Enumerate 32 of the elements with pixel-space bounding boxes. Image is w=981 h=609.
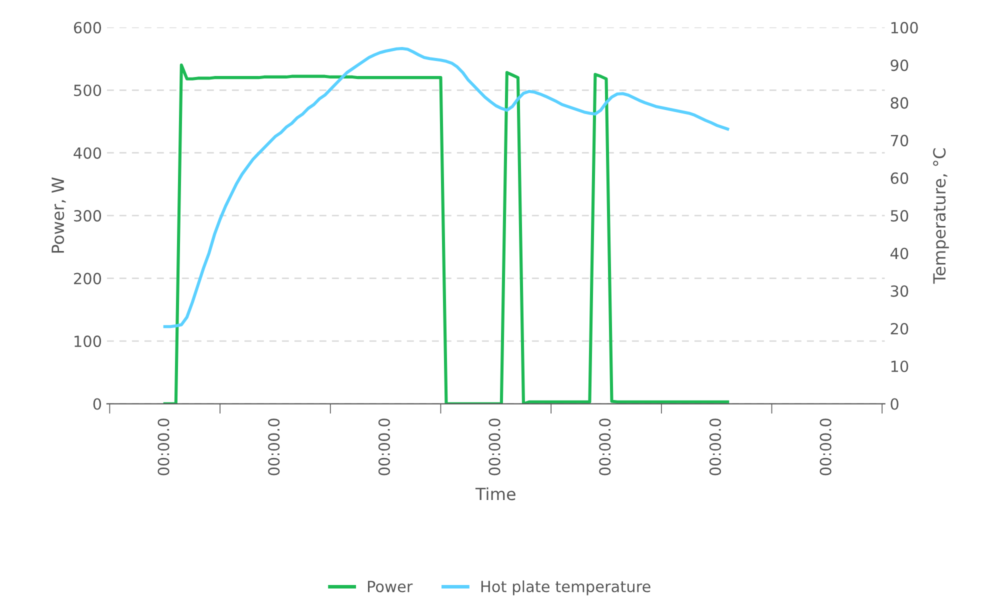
x-axis-title: Time <box>475 487 516 500</box>
y-tick-label: 400 <box>74 147 102 159</box>
y2-tick-label: 10 <box>891 360 908 372</box>
y2-axis-title: Temperature, °C <box>933 148 949 284</box>
x-tick-label: 00:00.0 <box>158 418 170 476</box>
legend-label: Hot plate temperature <box>481 580 650 596</box>
x-tick-label: 00:00.0 <box>488 418 500 476</box>
x-tick-label: 00:00.0 <box>820 418 832 476</box>
y2-tick-label: 80 <box>890 97 908 109</box>
y-tick-label: 200 <box>74 272 102 284</box>
y2-tick-label: 50 <box>890 210 908 222</box>
y2-tick-label: 40 <box>890 248 908 260</box>
y-tick-label: 300 <box>74 210 102 222</box>
y-tick-label: 500 <box>74 84 102 96</box>
y2-tick-label: 70 <box>890 134 908 146</box>
y-axis-title: Power, W <box>52 177 66 253</box>
y2-tick-label: 100 <box>891 22 918 34</box>
x-tick-label: 00:00.0 <box>709 418 722 476</box>
line-series <box>163 64 730 404</box>
y2-tick-label: 20 <box>890 322 908 335</box>
legend-label: Power <box>368 580 413 592</box>
x-tick-label: 00:00.0 <box>599 418 611 476</box>
y-tick-label: 100 <box>74 336 102 348</box>
y2-tick-label: 30 <box>890 285 908 297</box>
x-tick-label: 00:00.0 <box>268 418 280 476</box>
y2-tick-label: 0 <box>890 398 898 410</box>
line-series <box>163 46 730 328</box>
y-tick-label: 600 <box>74 22 102 34</box>
y-tick-label: 0 <box>93 398 102 410</box>
y2-tick-label: 90 <box>890 60 908 72</box>
x-tick-label: 00:00.0 <box>378 418 390 476</box>
y2-tick-label: 60 <box>890 172 908 184</box>
